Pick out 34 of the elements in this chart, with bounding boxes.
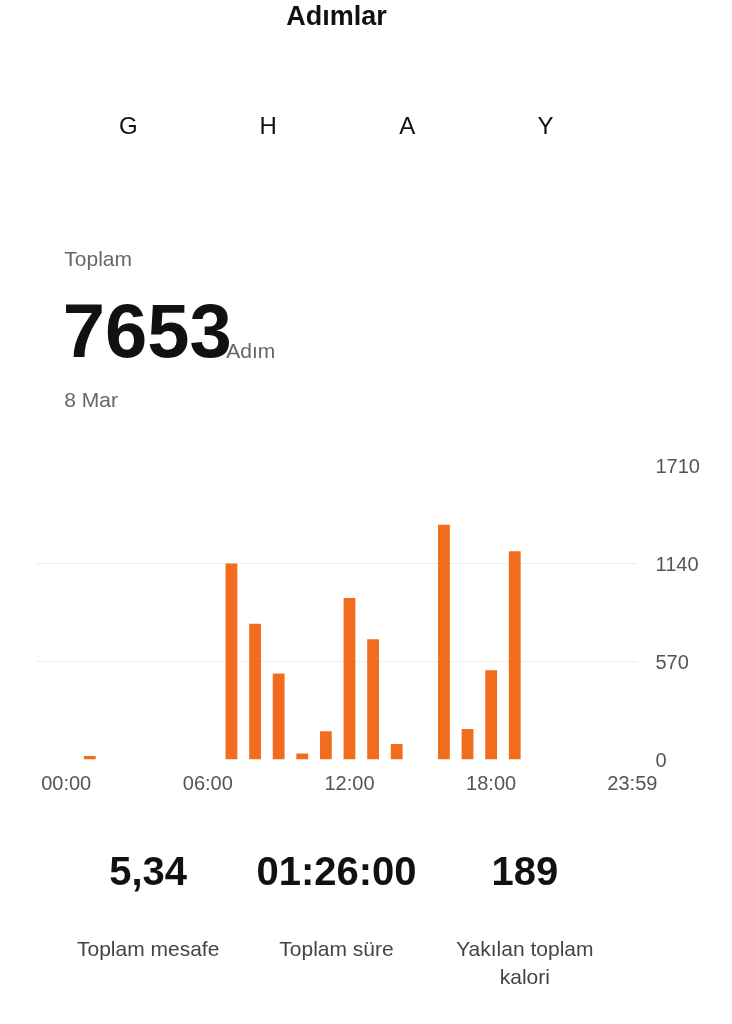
- text: Toplam süre: [279, 937, 394, 960]
- text: 8 Mar: [64, 388, 118, 411]
- bar: [367, 639, 379, 760]
- text: 01:26:00: [256, 848, 417, 893]
- x-tick-label: 00:00: [41, 771, 92, 794]
- y-tick-label: 0: [655, 748, 667, 771]
- text: 189: [491, 848, 559, 893]
- x-tick-label: 06:00: [182, 771, 233, 794]
- y-tick-label: 570: [655, 650, 689, 673]
- y-tick-label: 1140: [655, 552, 699, 575]
- text: Yakılan toplam kalori: [456, 937, 594, 988]
- text: 5,34: [109, 848, 188, 893]
- text: A: [399, 112, 416, 139]
- bar: [272, 673, 285, 760]
- bar: [390, 744, 403, 760]
- bar: [508, 551, 521, 760]
- text: G: [119, 112, 138, 139]
- bar: [461, 728, 474, 760]
- x-tick-label: 23:59: [607, 771, 658, 794]
- bar: [438, 524, 450, 760]
- text: Y: [537, 112, 554, 139]
- text: Toplam mesafe: [76, 937, 220, 960]
- x-tick-label: 18:00: [466, 771, 517, 794]
- bar: [319, 731, 332, 760]
- bar: [343, 597, 356, 760]
- bar: [249, 623, 261, 760]
- text: H: [259, 112, 277, 139]
- bar: [225, 563, 238, 760]
- x-tick-label: 12:00: [324, 771, 375, 794]
- bar: [485, 670, 498, 760]
- chart-title: Adımlar: [286, 0, 388, 31]
- text: Toplam: [64, 247, 132, 270]
- bar: [296, 753, 309, 760]
- y-tick-label: 1710: [655, 454, 700, 477]
